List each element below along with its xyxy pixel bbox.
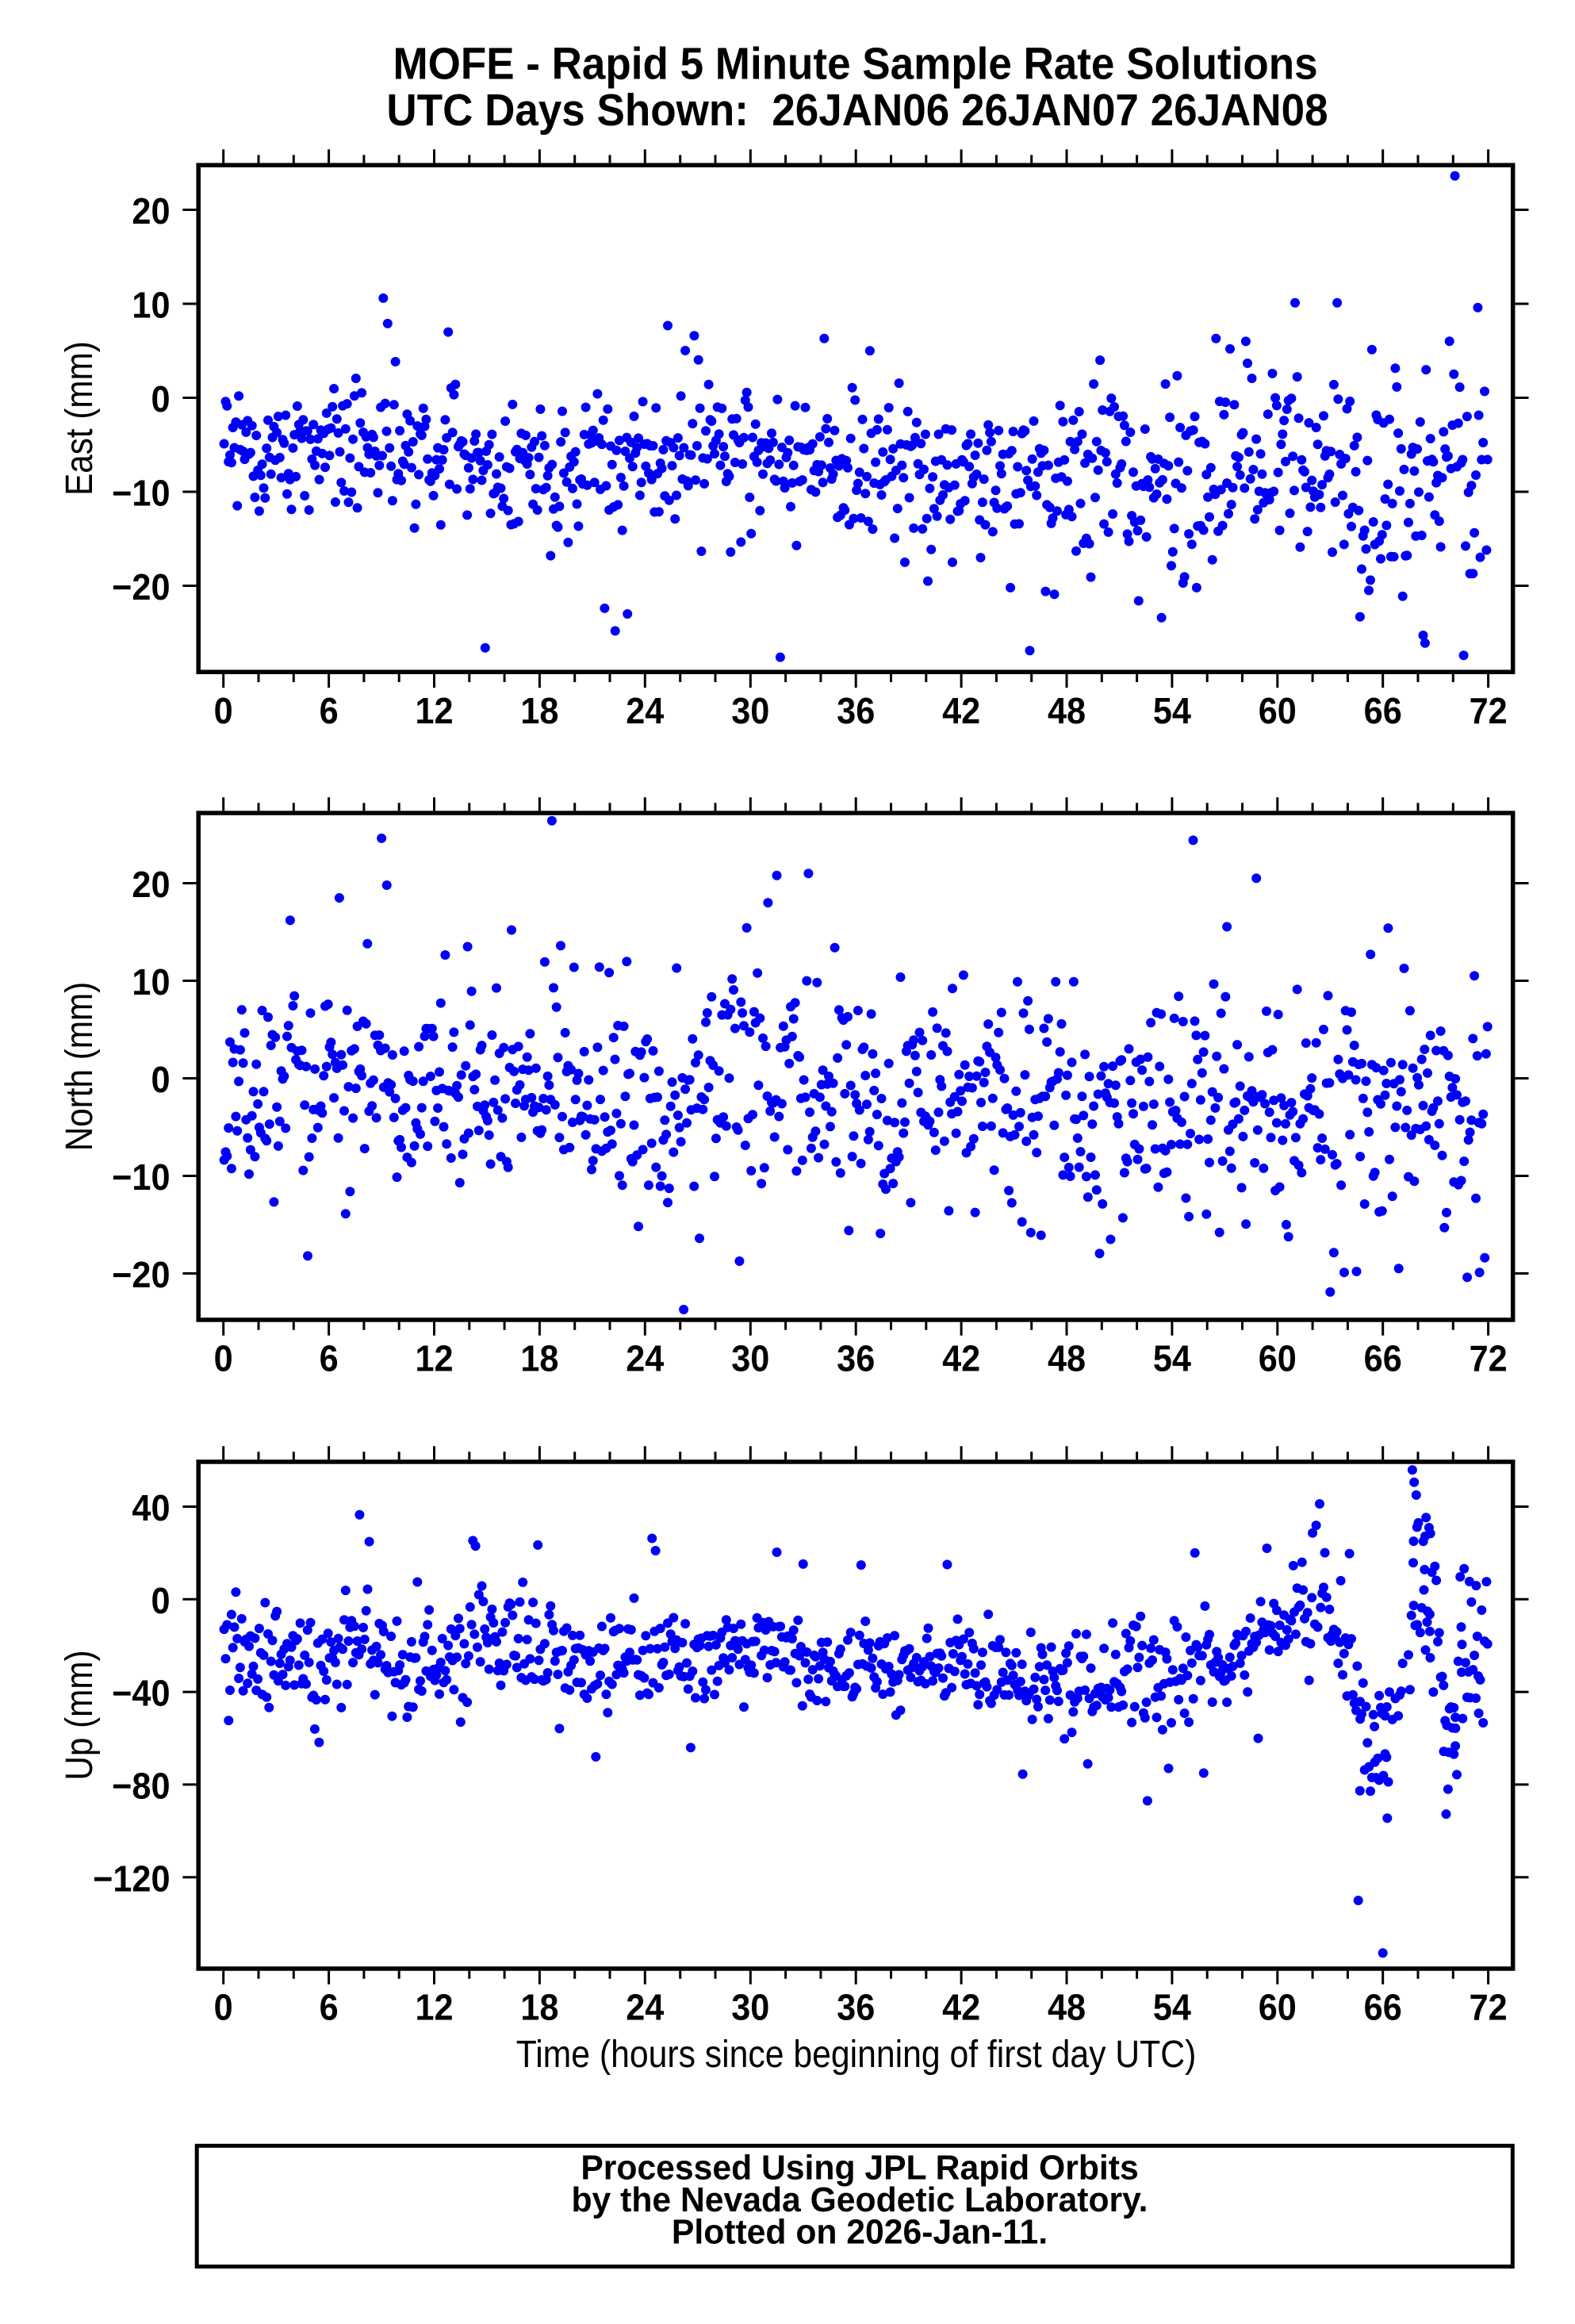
svg-text:0: 0: [214, 692, 233, 731]
svg-text:−10: −10: [112, 474, 170, 513]
svg-text:66: 66: [1364, 692, 1402, 731]
svg-text:by the Nevada Geodetic Laborat: by the Nevada Geodetic Laboratory.: [571, 2180, 1148, 2219]
svg-text:72: 72: [1470, 1340, 1508, 1379]
svg-text:18: 18: [520, 1340, 558, 1379]
svg-text:UTC Days Shown: 26JAN06 26JAN: UTC Days Shown: 26JAN06 26JAN07 26JAN08: [386, 84, 1328, 135]
svg-text:72: 72: [1470, 692, 1508, 731]
svg-text:10: 10: [132, 286, 170, 325]
svg-text:12: 12: [415, 1340, 453, 1379]
svg-text:60: 60: [1259, 692, 1297, 731]
svg-text:60: 60: [1259, 1988, 1297, 2028]
svg-text:MOFE - Rapid 5 Minute Sample R: MOFE - Rapid 5 Minute Sample Rate Soluti…: [393, 38, 1317, 89]
svg-text:30: 30: [731, 1988, 769, 2028]
svg-text:54: 54: [1153, 1988, 1191, 2028]
svg-text:48: 48: [1048, 692, 1086, 731]
svg-text:42: 42: [942, 1340, 980, 1379]
svg-text:6: 6: [320, 1988, 339, 2028]
svg-text:40: 40: [132, 1489, 170, 1528]
svg-text:24: 24: [626, 1340, 664, 1379]
svg-text:48: 48: [1048, 1340, 1086, 1379]
svg-text:42: 42: [942, 1988, 980, 2028]
svg-text:36: 36: [837, 1988, 875, 2028]
svg-text:12: 12: [415, 1988, 453, 2028]
svg-text:Time (hours since beginning of: Time (hours since beginning of first day…: [516, 2033, 1197, 2076]
svg-text:30: 30: [731, 692, 769, 731]
svg-text:20: 20: [132, 865, 170, 905]
svg-text:30: 30: [731, 1340, 769, 1379]
svg-text:−120: −120: [93, 1859, 170, 1899]
svg-text:−80: −80: [112, 1766, 170, 1806]
svg-text:North (mm): North (mm): [57, 982, 100, 1151]
svg-text:66: 66: [1364, 1340, 1402, 1379]
svg-text:0: 0: [151, 1060, 170, 1100]
svg-text:36: 36: [837, 692, 875, 731]
svg-text:10: 10: [132, 963, 170, 1003]
svg-text:Plotted on 2026-Jan-11.: Plotted on 2026-Jan-11.: [672, 2213, 1048, 2252]
svg-text:48: 48: [1048, 1988, 1086, 2028]
svg-text:18: 18: [520, 692, 558, 731]
svg-text:Processed Using JPL Rapid Orbi: Processed Using JPL Rapid Orbits: [581, 2149, 1138, 2188]
svg-text:6: 6: [320, 1340, 339, 1379]
svg-text:36: 36: [837, 1340, 875, 1379]
svg-text:−10: −10: [112, 1158, 170, 1198]
svg-text:72: 72: [1470, 1988, 1508, 2028]
svg-text:24: 24: [626, 692, 664, 731]
svg-text:12: 12: [415, 692, 453, 731]
svg-text:20: 20: [132, 192, 170, 232]
svg-text:0: 0: [151, 380, 170, 420]
svg-text:6: 6: [320, 692, 339, 731]
svg-text:54: 54: [1153, 692, 1191, 731]
svg-text:66: 66: [1364, 1988, 1402, 2028]
svg-text:0: 0: [151, 1582, 170, 1621]
svg-text:Up (mm): Up (mm): [57, 1650, 100, 1780]
svg-text:24: 24: [626, 1988, 664, 2028]
svg-text:−20: −20: [112, 1256, 170, 1295]
svg-text:East (mm): East (mm): [57, 341, 100, 496]
svg-text:−20: −20: [112, 568, 170, 608]
svg-text:0: 0: [214, 1340, 233, 1379]
svg-text:0: 0: [214, 1988, 233, 2028]
svg-text:18: 18: [520, 1988, 558, 2028]
svg-text:60: 60: [1259, 1340, 1297, 1379]
svg-text:54: 54: [1153, 1340, 1191, 1379]
svg-text:−40: −40: [112, 1674, 170, 1714]
svg-text:42: 42: [942, 692, 980, 731]
